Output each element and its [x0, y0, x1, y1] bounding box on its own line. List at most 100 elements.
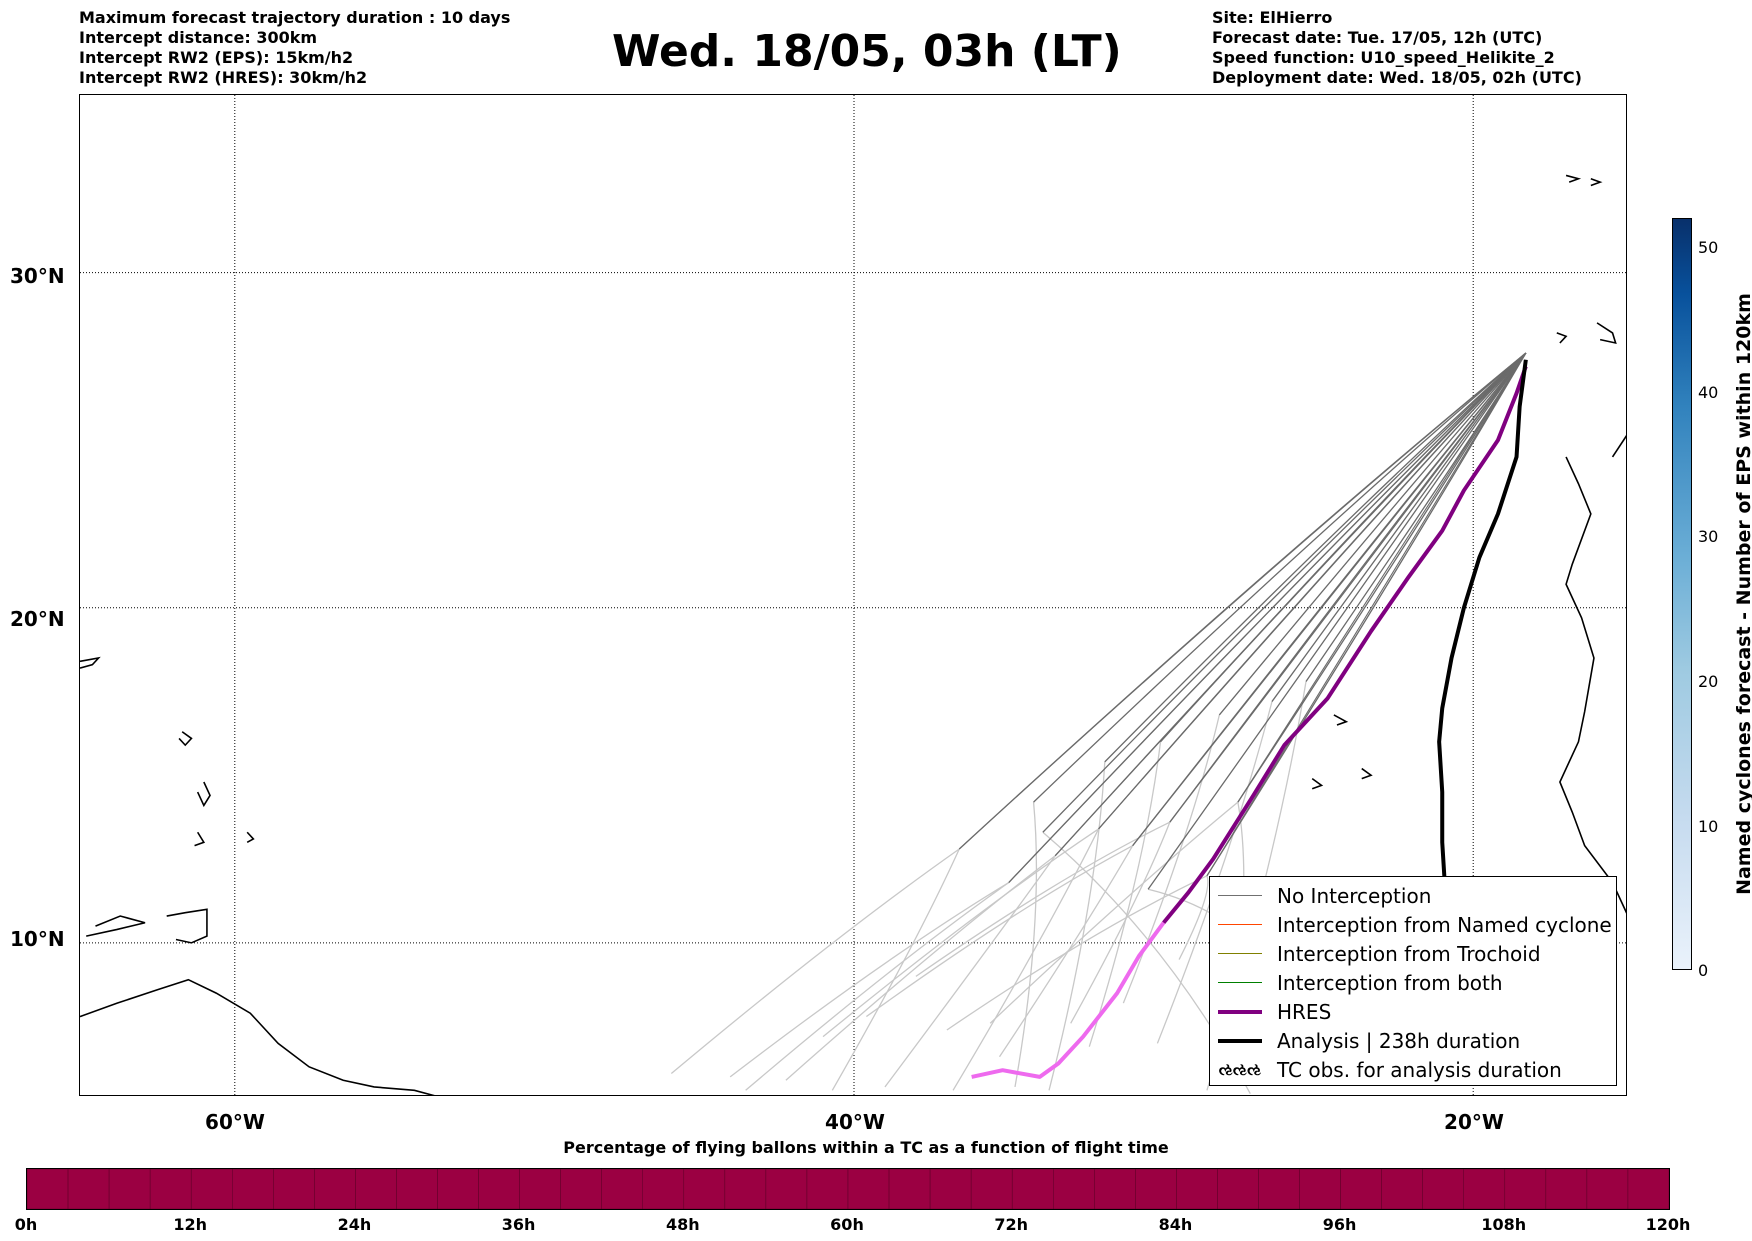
colorbar-segments [27, 1169, 1669, 1209]
coastline [80, 656, 101, 669]
eps-trajectory [1054, 352, 1527, 857]
legend-swatch [1218, 953, 1262, 954]
colorbar-segment [232, 1169, 274, 1209]
colorbar-segment [929, 1169, 972, 1209]
flight-time-tick: 108h [1481, 1215, 1527, 1234]
colorbar-tick-50: 50 [1698, 238, 1719, 257]
legend-label: Interception from Named cyclone [1277, 912, 1612, 937]
colorbar-segment [437, 1169, 479, 1209]
colorbar-segment [478, 1169, 520, 1209]
legend-item: Interception from Trochoid [1210, 939, 1616, 968]
colorbar-segment [27, 1169, 69, 1209]
forecast-parameters: Maximum forecast trajectory duration : 1… [79, 8, 510, 88]
coastline [194, 831, 206, 847]
eps-trajectory [1104, 352, 1527, 763]
eps-trajectory [1008, 352, 1527, 883]
colorbar-segment [1504, 1169, 1547, 1209]
flight-time-tick: 96h [1322, 1215, 1357, 1234]
eps-trajectory [1206, 352, 1527, 877]
eps-trajectory-early [884, 855, 1056, 1088]
colorbar-segment [149, 1169, 192, 1209]
colorbar-segment [1258, 1169, 1300, 1209]
eps-trajectory [1160, 352, 1527, 743]
lat-label-10n: 10°N [10, 927, 65, 951]
coastline [80, 978, 435, 1095]
colorbar-segment [724, 1169, 767, 1209]
legend-label: No Interception [1277, 883, 1432, 908]
eps-trajectory-early [729, 881, 1010, 1078]
hres-track-early [971, 921, 1166, 1079]
colorbar-segment [642, 1169, 685, 1209]
page-title: Wed. 18/05, 03h (LT) [612, 26, 1122, 77]
legend-swatch [1218, 924, 1262, 925]
eps-trajectory-early [998, 845, 1134, 1058]
coastline [1565, 174, 1582, 183]
eps-trajectory-early [745, 881, 1010, 1091]
legend-item: Analysis | 238h duration [1210, 1026, 1616, 1055]
eps-trajectory-early [1014, 802, 1038, 1088]
info-line: Site: ElHierro [1212, 8, 1333, 27]
flight-time-tick: 36h [501, 1215, 536, 1234]
eps-trajectory-early [1178, 875, 1209, 960]
info-line: Maximum forecast trajectory duration : 1… [79, 8, 511, 27]
coastline [1361, 767, 1373, 780]
lon-label-40w: 40°W [825, 1110, 885, 1134]
colorbar-segment [519, 1169, 561, 1209]
colorbar-segment [355, 1169, 397, 1209]
flight-time-tick: 84h [1158, 1215, 1193, 1234]
map-canvas [80, 95, 1626, 1095]
eps-trajectory-early [831, 848, 960, 1091]
coastline [1311, 777, 1324, 790]
eps-trajectory-early [915, 821, 1171, 977]
colorbar-segment [1299, 1169, 1341, 1209]
lon-label-20w: 20°W [1444, 1110, 1504, 1134]
legend-item: ઌઌઌ TC obs. for analysis duration [1210, 1055, 1616, 1084]
eps-trajectory [1033, 352, 1527, 803]
eps-trajectory [1237, 352, 1527, 803]
colorbar-tick-20: 20 [1698, 672, 1719, 691]
colorbar-segment [1545, 1169, 1588, 1209]
flight-time-tick: 120h [1645, 1215, 1691, 1234]
cyclone-count-colorbar [1672, 218, 1692, 970]
analysis-track [1437, 359, 1528, 893]
info-line: Deployment date: Wed. 18/05, 02h (UTC) [1212, 68, 1582, 87]
eps-trajectory-early [952, 828, 1100, 1091]
colorbar-segment [1011, 1169, 1054, 1209]
lon-label-60w: 60°W [205, 1110, 265, 1134]
legend-item: No Interception [1210, 881, 1616, 910]
legend-item: Interception from both [1210, 968, 1616, 997]
legend-label: Analysis | 238h duration [1277, 1028, 1521, 1053]
lat-label-20n: 20°N [10, 607, 65, 631]
legend-label: Interception from both [1277, 970, 1503, 995]
info-line: Forecast date: Tue. 17/05, 12h (UTC) [1212, 28, 1543, 47]
legend-swatch [1218, 1009, 1262, 1014]
coastline [196, 781, 211, 808]
legend-swatch [1218, 895, 1262, 896]
map-legend: No Interception Interception from Named c… [1209, 876, 1617, 1086]
info-line: Intercept RW2 (EPS): 15km/h2 [79, 48, 354, 67]
colorbar-segment [1627, 1169, 1669, 1209]
coastline [1559, 456, 1626, 914]
flight-time-tick: 12h [173, 1215, 208, 1234]
colorbar-segment [1422, 1169, 1464, 1209]
eps-trajectory [1098, 352, 1527, 830]
eps-trajectory [1271, 352, 1527, 702]
colorbar-segment [888, 1169, 931, 1209]
flight-time-colorbar [26, 1168, 1670, 1210]
colorbar-segment [1586, 1169, 1629, 1209]
eps-trajectory [1169, 352, 1527, 823]
flight-time-tick: 24h [337, 1215, 372, 1234]
colorbar-tick-30: 30 [1698, 527, 1719, 546]
eps-trajectory [1098, 352, 1527, 830]
coastline [1596, 322, 1617, 345]
eps-trajectory-early [785, 855, 1056, 1081]
colorbar-segment [314, 1169, 356, 1209]
colorbar-segment [1135, 1169, 1177, 1209]
eps-trajectory [1147, 352, 1527, 890]
colorbar-segment [67, 1169, 110, 1209]
hres-track [1162, 365, 1528, 925]
legend-swatch [1218, 1038, 1262, 1043]
legend-item: Interception from Named cyclone [1210, 910, 1616, 939]
eps-trajectory [1042, 352, 1527, 833]
colorbar-segment [683, 1169, 726, 1209]
